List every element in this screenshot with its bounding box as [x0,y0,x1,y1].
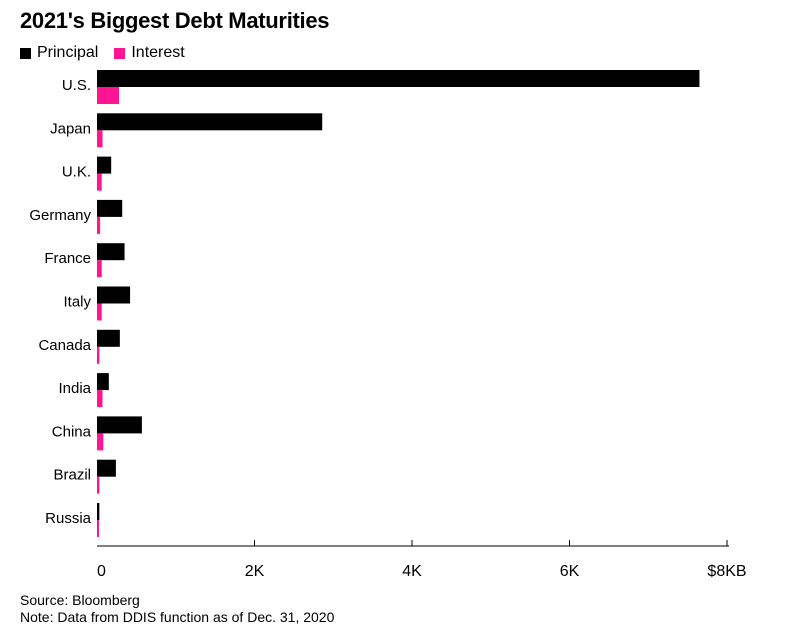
legend-item-interest: Interest [114,44,185,62]
bar-interest [97,390,103,408]
category-label: China [52,423,92,440]
bar-principal [97,329,120,347]
bar-interest [97,173,102,191]
legend-label-interest: Interest [131,44,185,61]
category-label: India [58,380,91,397]
category-label: Japan [50,120,91,137]
bar-interest [97,260,102,278]
category-label: U.S. [62,77,91,94]
category-label: Italy [63,294,91,311]
bar-interest [97,346,100,364]
bar-principal [97,156,112,174]
bar-interest [97,303,102,321]
x-tick-label: 4K [402,563,422,580]
bar-interest [97,433,104,451]
bar-interest [97,87,120,104]
legend-label-principal: Principal [37,44,99,61]
bar-principal [97,243,125,261]
category-label: Canada [38,337,91,354]
bar-principal [97,286,131,304]
bar-principal [97,113,323,131]
bar-interest [97,216,101,234]
source-note: Source: Bloomberg [20,592,140,608]
category-label: Brazil [53,467,91,484]
legend: Principal Interest [20,44,201,62]
bar-principal [97,503,100,520]
bar-principal [97,416,142,434]
x-tick-label: 2K [245,563,265,580]
chart-title: 2021's Biggest Debt Maturities [20,8,330,33]
category-label: Germany [29,207,91,224]
legend-item-principal: Principal [20,44,98,62]
category-label: U.K. [62,164,91,181]
x-tick-label: 0 [97,563,106,580]
category-label: France [44,250,91,267]
x-tick-label: $8KB [707,563,746,580]
bar-principal [97,199,123,217]
category-label: Russia [45,510,92,527]
legend-swatch-principal [20,47,31,59]
bar-principal [97,373,109,391]
bar-principal [97,459,116,477]
chart-footer: Source: Bloomberg Note: Data from DDIS f… [20,592,334,626]
legend-swatch-interest [114,47,126,59]
bar-interest [97,476,100,494]
x-tick-label: 6K [560,563,580,580]
bar-interest [97,520,99,537]
data-note: Note: Data from DDIS function as of Dec.… [20,609,335,625]
bar-principal [97,70,700,87]
bar-interest [97,130,103,148]
